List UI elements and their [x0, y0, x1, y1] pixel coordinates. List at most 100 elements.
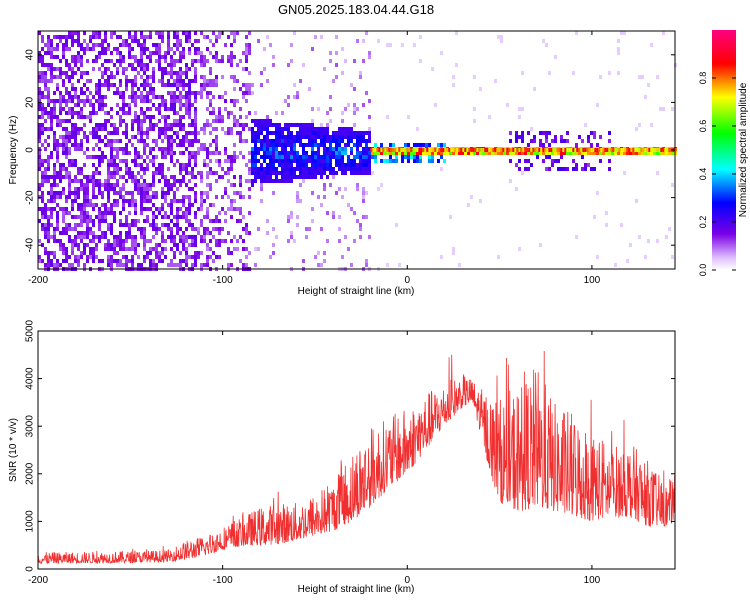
spectrogram-cell — [38, 115, 41, 119]
spectrogram-cell — [407, 151, 410, 155]
spectrogram-cell — [242, 139, 245, 143]
spectrogram-cell — [212, 111, 215, 115]
spectrogram-cell — [200, 195, 203, 199]
spectrogram-cell — [113, 123, 116, 127]
spectrogram-cell — [113, 47, 116, 51]
spectrogram-cell — [161, 67, 164, 71]
spectrogram-cell — [53, 107, 56, 111]
spectrogram-cell — [47, 251, 50, 255]
spectrogram-cell — [497, 151, 500, 155]
spectrogram-cell — [59, 135, 62, 139]
spectrogram-cell — [83, 207, 86, 211]
spectrogram-cell — [218, 95, 221, 99]
spectrogram-cell — [188, 211, 191, 215]
spectrogram-cell — [359, 163, 362, 167]
spectrogram-cell — [185, 139, 188, 143]
spectrogram-cell — [65, 155, 68, 159]
spectrogram-cell — [119, 79, 122, 83]
spectrogram-cell — [242, 67, 245, 71]
spectrogram-cell — [137, 59, 140, 63]
spectrogram-cell — [80, 223, 83, 227]
spectrogram-cell — [113, 187, 116, 191]
spectrogram-cell — [170, 47, 173, 51]
spectrogram-cell — [311, 167, 314, 171]
spectrogram-cell — [53, 251, 56, 255]
spectrogram-cell — [152, 123, 155, 127]
spectrogram-cell — [254, 151, 257, 155]
spectrogram-cell — [50, 75, 53, 79]
spectrogram-cell — [92, 239, 95, 243]
spectrogram-cell — [593, 135, 596, 139]
spectrogram-cell — [152, 263, 155, 267]
spectrogram-cell — [254, 139, 257, 143]
spectrogram-cell — [44, 263, 47, 267]
spectrogram-cell — [47, 143, 50, 147]
spectrogram-cell — [137, 87, 140, 91]
spectrogram-cell — [176, 231, 179, 235]
spectrogram-cell — [152, 95, 155, 99]
spectrogram-cell — [173, 255, 176, 259]
spectrogram-cell — [212, 219, 215, 223]
spectrogram-cell — [89, 119, 92, 123]
spectrogram-cell — [317, 263, 320, 267]
spectrogram-cell — [230, 99, 233, 103]
spectrogram-cell — [302, 63, 305, 67]
spectrogram-cell — [140, 227, 143, 231]
spectrogram-cell — [368, 155, 371, 159]
spectrogram-cell — [92, 95, 95, 99]
spectrogram-ridge-cell — [564, 148, 567, 152]
spectrogram-cell — [56, 195, 59, 199]
spectrogram-cell — [182, 195, 185, 199]
spectrogram-cell — [119, 175, 122, 179]
spectrogram-cell — [152, 87, 155, 91]
spectrogram-cell — [401, 159, 404, 163]
spectrogram-cell — [341, 163, 344, 167]
spectrogram-cell — [83, 251, 86, 255]
spectrogram-cell — [344, 147, 347, 151]
spectrogram-cell — [290, 215, 293, 219]
spectrogram-cell — [95, 155, 98, 159]
spectrogram-cell — [47, 91, 50, 95]
spectrogram-cell — [359, 171, 362, 175]
spectrogram-cell — [170, 71, 173, 75]
spectrogram-cell — [104, 127, 107, 131]
spectrogram-cell — [77, 99, 80, 103]
spectrogram-cell — [278, 151, 281, 155]
spectrogram-cell — [389, 159, 392, 163]
spectrogram-cell — [179, 99, 182, 103]
spectrogram-cell — [92, 59, 95, 63]
spectrogram-cell — [170, 231, 173, 235]
spectrogram-cell — [185, 147, 188, 151]
spectrogram-cell — [338, 139, 341, 143]
spectrogram-cell — [521, 131, 524, 135]
spectrogram-cell — [344, 163, 347, 167]
spectrogram-cell — [98, 219, 101, 223]
spectrogram-cell — [182, 203, 185, 207]
spectrogram-cell — [173, 123, 176, 127]
spectrogram-cell — [116, 167, 119, 171]
spectrogram-cell — [47, 39, 50, 43]
spectrogram-cell — [251, 151, 254, 155]
spectrogram-cell — [131, 143, 134, 147]
spectrogram-cell — [581, 139, 584, 143]
spectrogram-cell — [68, 111, 71, 115]
spectrogram-cell — [110, 255, 113, 259]
spectrogram-cell — [647, 83, 650, 87]
spectrogram-cell — [518, 107, 521, 111]
spectrogram-cell — [104, 79, 107, 83]
spectrogram-cell — [182, 231, 185, 235]
spectrogram-cell — [134, 187, 137, 191]
spectrogram-cell — [335, 63, 338, 67]
spectrogram-cell — [239, 195, 242, 199]
spectrogram-cell — [143, 235, 146, 239]
spectrogram-cell — [269, 131, 272, 135]
spectrogram-cell — [44, 83, 47, 87]
spectrogram-cell — [161, 187, 164, 191]
spectrogram-cell — [104, 31, 107, 35]
spectrogram-cell — [176, 31, 179, 35]
spectrogram-cell — [227, 263, 230, 267]
spectrogram-cell — [236, 119, 239, 123]
spectrogram-cell — [98, 147, 101, 151]
spectrogram-cell — [323, 135, 326, 139]
